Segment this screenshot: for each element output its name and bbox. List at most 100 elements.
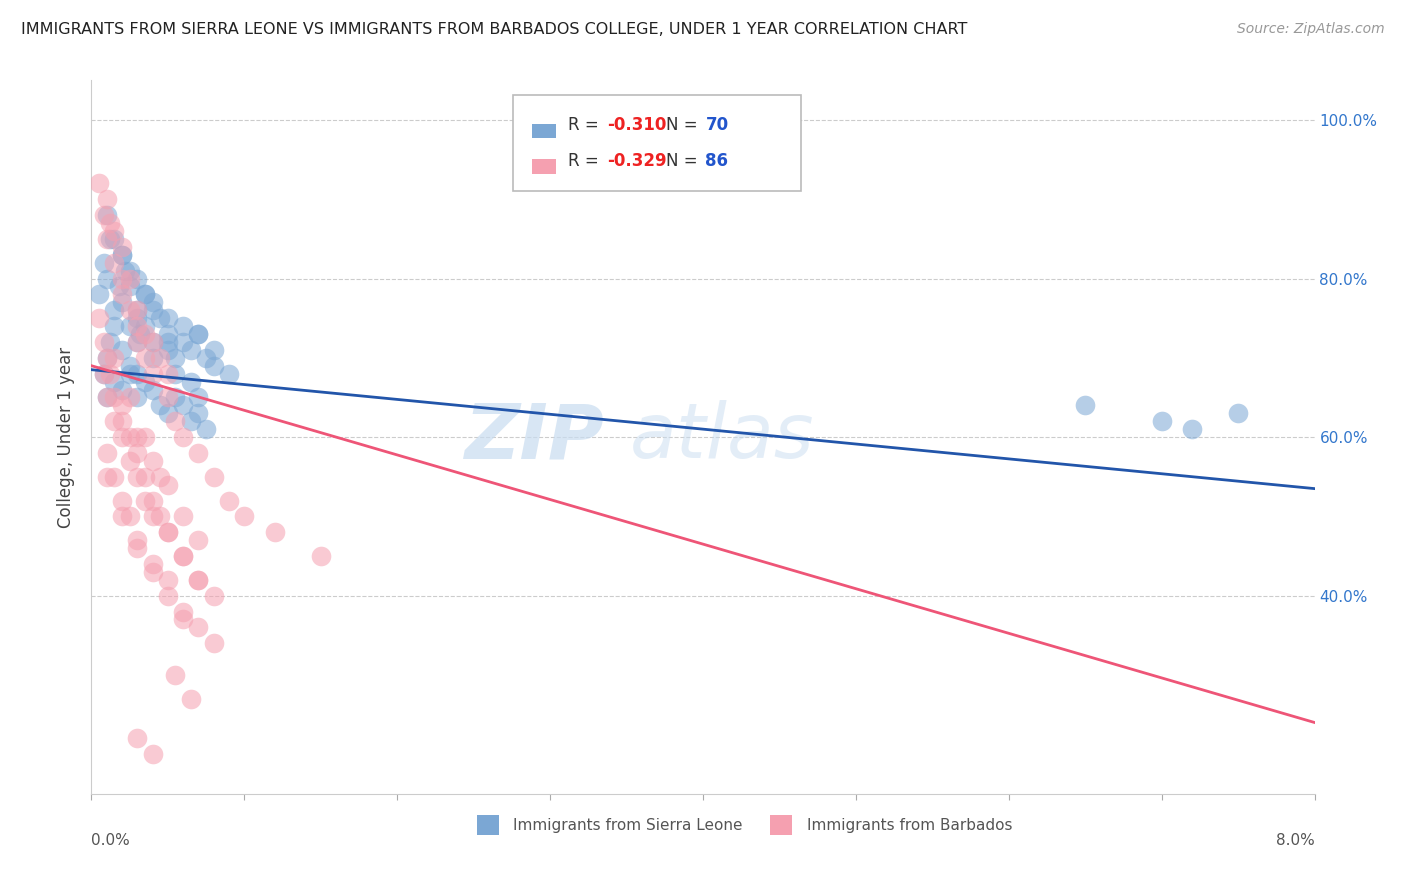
Bar <box>477 815 499 835</box>
Point <box>156 334 179 349</box>
Point <box>111 398 134 412</box>
Point <box>156 343 179 357</box>
Point <box>141 334 163 349</box>
Point <box>1227 406 1250 420</box>
Point <box>134 469 156 483</box>
Text: 86: 86 <box>706 152 728 169</box>
Point <box>165 367 187 381</box>
Point <box>172 334 194 349</box>
Point <box>165 391 187 405</box>
Point <box>118 279 141 293</box>
Point <box>141 351 163 365</box>
FancyBboxPatch shape <box>513 95 801 191</box>
Point <box>1181 422 1204 436</box>
Point <box>172 605 194 619</box>
Point <box>87 287 110 301</box>
Point <box>93 367 115 381</box>
Point <box>111 493 134 508</box>
Text: -0.329: -0.329 <box>607 152 668 169</box>
Point <box>187 406 209 420</box>
Point <box>141 747 163 762</box>
Point <box>96 446 118 460</box>
Point <box>87 177 110 191</box>
Point <box>141 303 163 318</box>
Point <box>141 383 163 397</box>
Point <box>172 549 194 563</box>
Point <box>127 303 149 318</box>
Point <box>134 326 156 341</box>
Point <box>134 375 156 389</box>
Point <box>127 533 149 548</box>
Point <box>149 469 172 483</box>
Bar <box>770 815 793 835</box>
Point <box>180 414 202 428</box>
Point <box>172 398 194 412</box>
Point <box>141 295 163 310</box>
Point <box>103 469 125 483</box>
Point <box>127 446 149 460</box>
Point <box>202 343 225 357</box>
Point <box>187 326 209 341</box>
Point <box>111 287 134 301</box>
Point <box>187 620 209 634</box>
Point <box>118 359 141 373</box>
Point <box>172 319 194 334</box>
Point <box>103 224 125 238</box>
Point <box>118 454 141 468</box>
Point <box>127 731 149 746</box>
Point <box>134 287 156 301</box>
Point <box>218 367 240 381</box>
Point <box>96 271 118 285</box>
Point <box>134 319 156 334</box>
Point <box>103 255 125 269</box>
Point <box>96 351 118 365</box>
Point <box>309 549 332 563</box>
Point <box>156 589 179 603</box>
Point <box>96 469 118 483</box>
Point <box>172 430 194 444</box>
Point <box>103 303 125 318</box>
Point <box>98 334 121 349</box>
Point <box>156 367 179 381</box>
Point <box>202 589 225 603</box>
Text: R =: R = <box>568 152 605 169</box>
Point <box>127 334 149 349</box>
Point <box>233 509 256 524</box>
Point <box>96 192 118 206</box>
Point <box>156 573 179 587</box>
Text: 0.0%: 0.0% <box>91 833 131 848</box>
Point <box>156 525 179 540</box>
Point <box>127 367 149 381</box>
Point <box>202 636 225 650</box>
Point <box>96 351 118 365</box>
Point <box>96 391 118 405</box>
Point <box>141 509 163 524</box>
Point <box>98 216 121 230</box>
Text: N =: N = <box>666 152 703 169</box>
Bar <box>531 160 557 174</box>
Text: IMMIGRANTS FROM SIERRA LEONE VS IMMIGRANTS FROM BARBADOS COLLEGE, UNDER 1 YEAR C: IMMIGRANTS FROM SIERRA LEONE VS IMMIGRAN… <box>21 22 967 37</box>
Text: Immigrants from Barbados: Immigrants from Barbados <box>807 818 1012 833</box>
Point <box>149 398 172 412</box>
Point <box>202 469 225 483</box>
Point <box>98 367 121 381</box>
Point <box>127 541 149 555</box>
Bar <box>531 124 557 138</box>
Point <box>111 248 134 262</box>
Point <box>156 477 179 491</box>
Point <box>134 430 156 444</box>
Point <box>172 612 194 626</box>
Point <box>180 691 202 706</box>
Point <box>118 430 141 444</box>
Point <box>93 367 115 381</box>
Point <box>96 391 118 405</box>
Point <box>111 343 134 357</box>
Point <box>156 326 179 341</box>
Point <box>93 334 115 349</box>
Point <box>127 271 149 285</box>
Point <box>156 391 179 405</box>
Point <box>218 493 240 508</box>
Point <box>111 430 134 444</box>
Point <box>127 334 149 349</box>
Point <box>103 319 125 334</box>
